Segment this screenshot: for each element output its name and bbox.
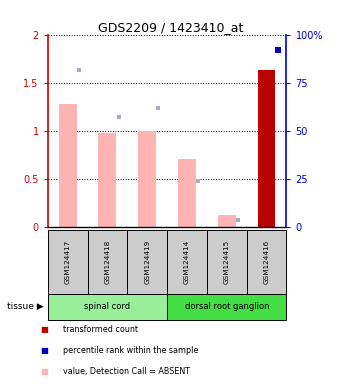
Bar (138, 131, 156, 227)
Text: value, Detection Call = ABSENT: value, Detection Call = ABSENT (63, 367, 190, 376)
Text: spinal cord: spinal cord (84, 302, 131, 311)
Point (275, 47, 280, 53)
Text: GSM124417: GSM124417 (65, 240, 71, 284)
Bar (99, 134, 116, 227)
Text: transformed count: transformed count (63, 325, 138, 334)
Text: ■: ■ (40, 325, 48, 334)
Bar (59, 104, 77, 227)
Text: GSM124415: GSM124415 (224, 240, 230, 284)
Point (76, 67, 81, 73)
Bar (218, 215, 236, 227)
Text: GSM124416: GSM124416 (264, 240, 269, 284)
Text: ■: ■ (40, 367, 48, 376)
Point (235, 217, 241, 223)
Text: ■: ■ (40, 346, 48, 355)
Point (116, 114, 121, 120)
Text: GSM124414: GSM124414 (184, 240, 190, 284)
Text: dorsal root ganglion: dorsal root ganglion (184, 302, 269, 311)
Bar (178, 159, 196, 227)
Bar (257, 70, 276, 227)
Text: tissue ▶: tissue ▶ (7, 302, 43, 311)
Text: GSM124418: GSM124418 (104, 240, 110, 284)
Text: GDS2209 / 1423410_at: GDS2209 / 1423410_at (98, 21, 243, 34)
Text: percentile rank within the sample: percentile rank within the sample (63, 346, 198, 355)
Point (195, 179, 201, 185)
Point (155, 106, 161, 112)
Text: GSM124419: GSM124419 (144, 240, 150, 284)
